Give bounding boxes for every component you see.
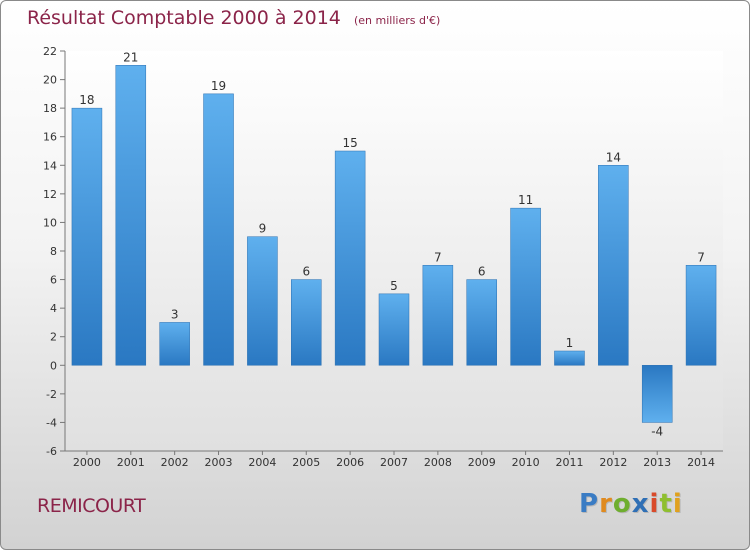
data-label: 9 [259, 222, 267, 236]
bar [115, 65, 147, 366]
y-tick-label: -2 [46, 388, 57, 401]
logo-letter: r [599, 489, 613, 519]
y-tick-label: 10 [43, 216, 57, 229]
bar [203, 93, 234, 366]
data-label: 6 [302, 265, 310, 279]
bar [466, 279, 497, 366]
y-tick-label: 22 [43, 45, 57, 58]
logo-letter: o [612, 489, 632, 519]
data-label: 19 [211, 79, 226, 93]
data-label: 14 [606, 150, 621, 164]
data-label: 15 [342, 136, 357, 150]
bar [159, 322, 190, 366]
data-label: 7 [434, 250, 442, 264]
proxiti-logo: Proxiti [579, 489, 683, 519]
y-tick-label: 18 [43, 102, 57, 115]
x-tick-label: 2008 [424, 456, 452, 469]
bar [247, 236, 278, 366]
x-tick-label: 2009 [468, 456, 496, 469]
x-tick-label: 2007 [380, 456, 408, 469]
x-tick-label: 2014 [687, 456, 715, 469]
x-tick-label: 2004 [248, 456, 276, 469]
logo-letter: x [631, 489, 650, 519]
data-label: 18 [79, 93, 94, 107]
y-tick-label: -4 [46, 416, 57, 429]
y-tick-label: 16 [43, 131, 57, 144]
bar [378, 293, 410, 366]
data-label: 1 [566, 336, 574, 350]
data-label: 7 [697, 250, 705, 264]
place-name: REMICOURT [37, 495, 146, 517]
data-label: 3 [171, 307, 179, 321]
chart-title: Résultat Comptable 2000 à 2014 [27, 7, 341, 29]
y-tick-label: 14 [43, 159, 57, 172]
x-tick-label: 2001 [117, 456, 145, 469]
y-tick-label: 20 [43, 74, 57, 87]
x-tick-label: 2006 [336, 456, 364, 469]
logo-letter: P [579, 489, 600, 519]
y-tick-label: 0 [50, 359, 57, 372]
bar [554, 350, 585, 366]
bar [71, 107, 103, 366]
x-tick-label: 2005 [292, 456, 320, 469]
logo-letter: i [672, 489, 683, 519]
x-tick-label: 2013 [643, 456, 671, 469]
logo-letter: i [649, 489, 660, 519]
data-label: 6 [478, 265, 486, 279]
bar [334, 150, 366, 366]
x-tick-label: 2003 [205, 456, 233, 469]
data-label: -4 [651, 424, 663, 438]
logo-letter: t [659, 489, 673, 519]
bar [422, 265, 454, 366]
x-tick-label: 2011 [555, 456, 583, 469]
x-tick-label: 2002 [161, 456, 189, 469]
y-tick-label: -6 [46, 445, 57, 458]
x-tick-label: 2000 [73, 456, 101, 469]
bar [641, 365, 673, 423]
bar [685, 265, 717, 366]
data-label: 5 [390, 279, 398, 293]
title-row: Résultat Comptable 2000 à 2014 (en milli… [27, 7, 440, 29]
x-tick-label: 2010 [512, 456, 540, 469]
bar [598, 165, 629, 366]
y-tick-label: 6 [50, 274, 57, 287]
bar [510, 207, 541, 366]
bar [291, 279, 322, 366]
y-tick-label: 2 [50, 331, 57, 344]
data-label: 11 [518, 193, 533, 207]
data-label: 21 [123, 50, 138, 64]
chart-subtitle: (en milliers d'€) [353, 14, 441, 27]
y-tick-label: 4 [50, 302, 57, 315]
y-tick-label: 12 [43, 188, 57, 201]
y-tick-label: 8 [50, 245, 57, 258]
x-tick-label: 2012 [599, 456, 627, 469]
